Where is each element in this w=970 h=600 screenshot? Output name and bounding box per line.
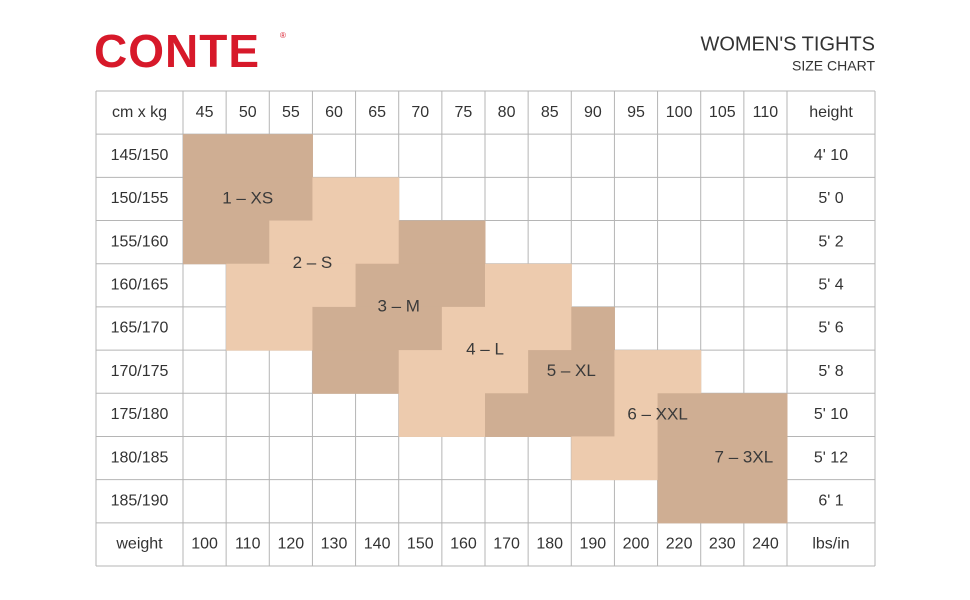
header-cell: 45 <box>196 104 214 121</box>
header-cell: 90 <box>584 104 602 121</box>
size-cell <box>312 350 400 394</box>
header-cell: 55 <box>282 104 300 121</box>
row-label: 160/165 <box>111 277 169 294</box>
row-label: 175/180 <box>111 406 169 423</box>
row-label: 150/155 <box>111 190 169 207</box>
size-regions <box>183 134 788 524</box>
footer-cell: 140 <box>364 536 391 553</box>
height-cell: 5' 0 <box>818 190 843 207</box>
height-cell: 4' 10 <box>814 147 848 164</box>
size-cell <box>657 393 788 437</box>
size-label: 2 – S <box>293 253 333 272</box>
row-label: 165/170 <box>111 320 169 337</box>
size-cell <box>657 479 788 524</box>
size-cell <box>485 393 615 437</box>
size-label: 7 – 3XL <box>715 448 774 467</box>
footer-cell: 100 <box>191 536 218 553</box>
footer-cell: 240 <box>752 536 779 553</box>
header-cell: 95 <box>627 104 645 121</box>
header-cell: 75 <box>455 104 473 121</box>
size-cell <box>312 177 400 222</box>
size-cell <box>485 263 572 308</box>
footer-cell: 130 <box>321 536 348 553</box>
height-cell: 5' 2 <box>818 233 843 250</box>
size-label: 4 – L <box>466 340 504 359</box>
footer-cell: 190 <box>580 536 607 553</box>
size-cell <box>528 350 615 394</box>
size-cell <box>398 350 529 394</box>
row-label: 185/190 <box>111 492 169 509</box>
header-cell: 110 <box>753 104 779 121</box>
size-cell <box>398 220 486 265</box>
row-label: 145/150 <box>111 147 169 164</box>
header-cell: 85 <box>541 104 559 121</box>
height-cell: 5' 8 <box>818 363 843 380</box>
footer-cell: 170 <box>493 536 520 553</box>
footer-cell: lbs/in <box>812 536 849 553</box>
header-cell: cm x kg <box>112 104 167 121</box>
size-label: 6 – XXL <box>627 404 688 423</box>
height-cell: 5' 4 <box>818 277 843 294</box>
size-cell <box>355 263 486 308</box>
size-cell <box>226 263 357 308</box>
header-cell: 65 <box>368 104 386 121</box>
size-cell <box>226 306 313 351</box>
chart-title: WOMEN'S TIGHTS <box>700 33 875 55</box>
size-cell <box>312 306 443 351</box>
height-cell: 5' 10 <box>814 406 848 423</box>
height-cell: 5' 6 <box>818 320 843 337</box>
height-cell: 5' 12 <box>814 449 848 466</box>
header-cell: height <box>809 104 853 121</box>
size-cell <box>398 393 486 437</box>
footer-cell: 150 <box>407 536 434 553</box>
footer-cell: 180 <box>536 536 563 553</box>
size-cell <box>183 220 270 265</box>
footer-cell: 160 <box>450 536 477 553</box>
footer-cell: 120 <box>278 536 305 553</box>
size-label: 3 – M <box>377 296 420 315</box>
footer-cell: weight <box>115 536 163 553</box>
size-cell <box>269 220 400 265</box>
header-cell: 50 <box>239 104 257 121</box>
size-cell <box>571 436 659 481</box>
header-cell: 80 <box>498 104 516 121</box>
size-cell <box>183 177 313 222</box>
size-cell <box>657 436 788 481</box>
brand-logo: CONTE <box>94 25 260 77</box>
size-label: 1 – XS <box>222 188 273 207</box>
header-cell: 100 <box>666 104 693 121</box>
header-cell: 60 <box>325 104 343 121</box>
size-cell <box>614 350 702 394</box>
size-cell <box>571 306 615 351</box>
size-cell <box>614 393 659 437</box>
footer-cell: 220 <box>666 536 693 553</box>
row-label: 155/160 <box>111 233 169 250</box>
size-label: 5 – XL <box>547 361 596 380</box>
row-label: 170/175 <box>111 363 169 380</box>
footer-cell: 200 <box>623 536 650 553</box>
size-cell <box>441 306 572 351</box>
footer-cell: 230 <box>709 536 736 553</box>
chart-subtitle: SIZE CHART <box>792 58 875 74</box>
height-cell: 6' 1 <box>818 492 843 509</box>
footer-cell: 110 <box>235 536 261 553</box>
size-cell <box>183 134 313 178</box>
header-cell: 70 <box>411 104 429 121</box>
row-label: 180/185 <box>111 449 169 466</box>
registered-mark: ® <box>280 31 286 40</box>
header-cell: 105 <box>709 104 736 121</box>
table-text: 1 – XS 2 – S 3 – M 4 – L 5 – XL 6 – XXL 7 – 3X… <box>111 104 854 553</box>
